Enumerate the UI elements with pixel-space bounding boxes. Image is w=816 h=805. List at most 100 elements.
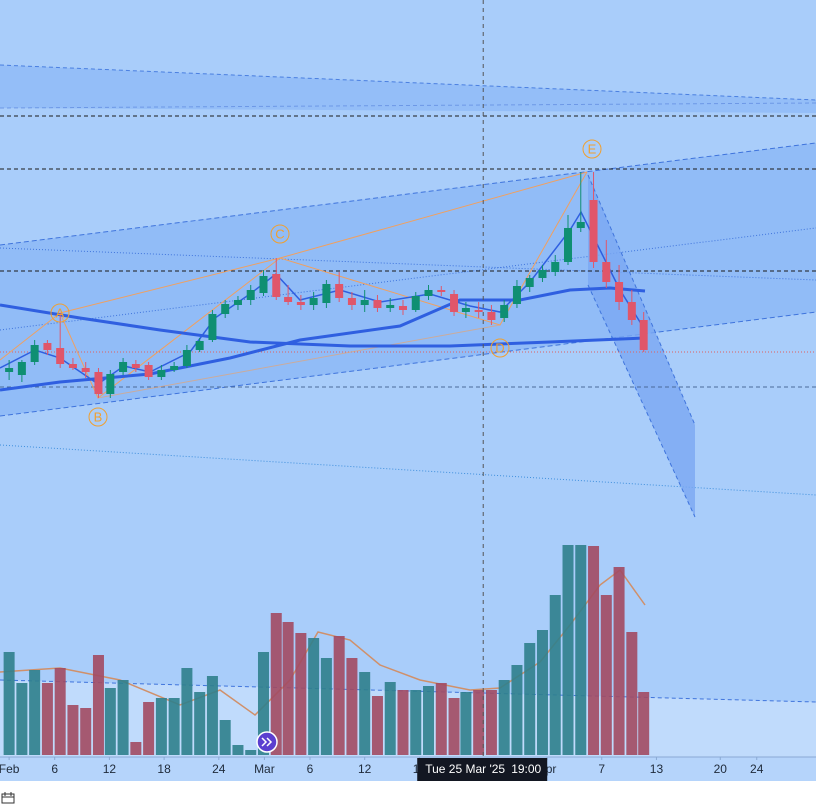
volume-bar	[384, 682, 396, 755]
candle-body	[512, 286, 521, 304]
volume-bar	[104, 688, 116, 755]
candle-body	[170, 366, 179, 370]
volume-bar	[3, 652, 15, 755]
candle-body	[119, 362, 128, 372]
candle-body	[576, 222, 585, 228]
candle-body	[296, 302, 305, 305]
annotation: B	[94, 409, 103, 424]
candle-body	[589, 200, 598, 262]
volume-bar	[460, 692, 472, 755]
volume-bar	[130, 742, 142, 755]
volume-bar	[638, 692, 650, 755]
candle-body	[221, 304, 230, 314]
candle-body	[309, 298, 318, 305]
candle-body	[157, 370, 166, 377]
volume-bar	[346, 658, 358, 755]
volume-bar	[29, 670, 41, 755]
candle-body	[602, 262, 611, 282]
volume-bar	[549, 595, 561, 755]
x-tick-label: 7	[598, 762, 605, 776]
volume-bar	[435, 683, 447, 755]
candle-body	[335, 284, 344, 298]
candle-body	[564, 228, 573, 262]
candle-body	[208, 314, 217, 340]
upper-band	[0, 65, 816, 113]
volume-bar	[485, 690, 497, 755]
volume-bar	[320, 658, 332, 755]
volume-bar	[423, 686, 435, 755]
x-tick-label: Feb	[0, 762, 20, 776]
candle-body	[487, 312, 496, 320]
candle-body	[474, 310, 483, 312]
annotation: D	[495, 340, 504, 355]
candle-body	[5, 368, 14, 372]
candle-body	[627, 302, 636, 320]
volume-bar	[245, 750, 257, 755]
candle-body	[284, 297, 293, 302]
volume-bar	[536, 630, 548, 755]
moving-average	[0, 303, 646, 348]
volume-bar	[16, 683, 28, 755]
x-tick-label: 6	[51, 762, 58, 776]
trend-line	[0, 64, 816, 101]
volume-bar	[155, 698, 167, 755]
wedge-edge	[587, 174, 696, 426]
pattern-line	[59, 171, 588, 314]
candle-body	[322, 284, 331, 303]
candle-body	[17, 362, 26, 375]
annotation-circle	[490, 338, 510, 358]
x-tick-label: 24	[750, 762, 764, 776]
pattern-line	[97, 324, 501, 399]
annotations: A B C D E	[50, 139, 602, 427]
candle-body	[131, 364, 140, 368]
channel-mid	[0, 227, 816, 331]
candle-body	[551, 262, 560, 272]
candle-body	[81, 368, 90, 372]
x-tick-label: 24	[212, 762, 226, 776]
candle-body	[182, 350, 191, 366]
volume-bar	[359, 672, 371, 755]
candle-body	[246, 290, 255, 300]
event-icon-glyph	[261, 737, 273, 747]
candle-body	[233, 300, 242, 305]
volume-bar	[117, 680, 129, 755]
volume-bar	[143, 702, 155, 755]
candle-body	[360, 300, 369, 305]
volume-bar	[295, 633, 307, 755]
volume-bar	[308, 638, 320, 755]
volume-bar	[257, 652, 269, 755]
volume-bar	[448, 698, 460, 755]
annotation-circle	[88, 407, 108, 427]
volume-bar	[575, 545, 587, 755]
calendar-icon[interactable]	[1, 792, 15, 804]
annotation-circle	[582, 139, 602, 159]
volume-bar	[473, 690, 485, 755]
candle-body	[373, 300, 382, 308]
candle-body	[500, 305, 509, 318]
candle-body	[347, 298, 356, 305]
x-tick-label: 18	[157, 762, 171, 776]
volume-bar	[626, 632, 638, 755]
volume-bar	[206, 676, 218, 755]
volume-bar	[54, 668, 66, 755]
volume-bar	[613, 567, 625, 755]
x-tick-label: 12	[103, 762, 117, 776]
channel-top	[0, 142, 816, 246]
volume-bar	[80, 708, 92, 755]
candle-body	[56, 348, 65, 364]
volume-bar	[270, 613, 282, 755]
candle-body	[525, 278, 534, 287]
volume-bar	[410, 690, 422, 755]
wedge-edge	[587, 284, 696, 518]
candle-body	[437, 290, 446, 292]
candle-body	[424, 290, 433, 296]
candle-body	[68, 364, 77, 368]
annotation-circle	[50, 303, 70, 323]
trend-line	[0, 247, 816, 281]
crosshair-label-box	[417, 758, 548, 781]
candle-body	[43, 343, 52, 350]
volume-bar	[511, 665, 523, 755]
volume-bar	[588, 546, 600, 755]
candle-body	[450, 294, 459, 312]
